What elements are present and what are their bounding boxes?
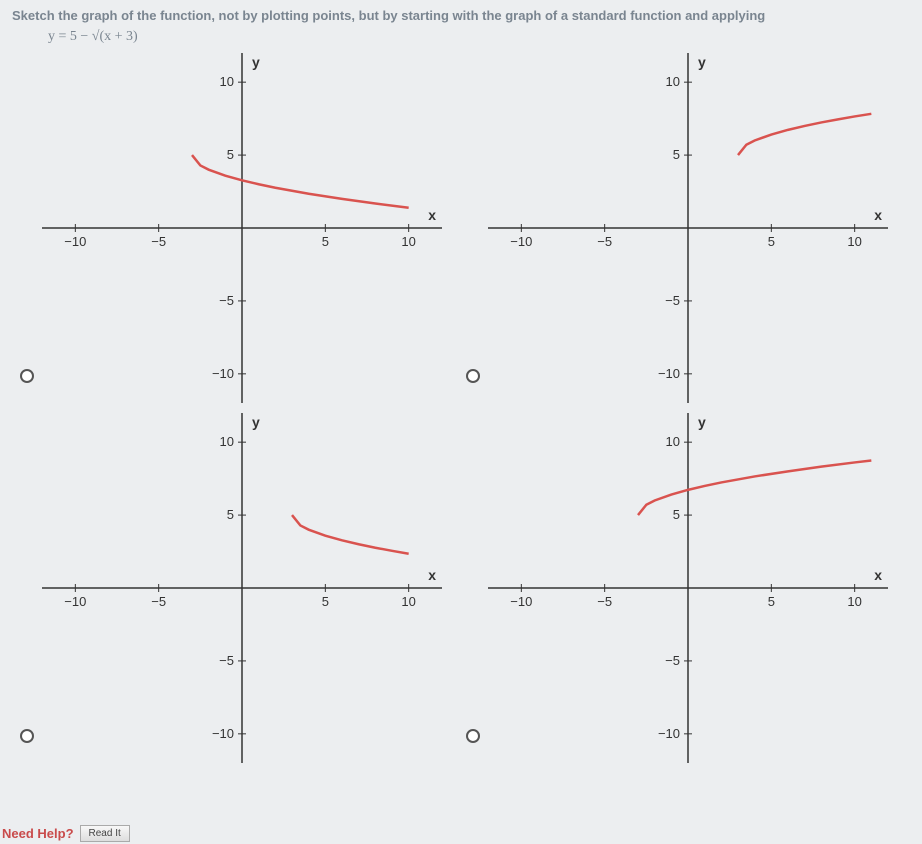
- svg-text:5: 5: [768, 234, 775, 249]
- curve-b: [738, 114, 871, 155]
- curve-c: [292, 515, 409, 554]
- radio-option-d[interactable]: [466, 729, 480, 743]
- svg-text:−5: −5: [151, 234, 166, 249]
- svg-text:−10: −10: [212, 726, 234, 741]
- svg-text:−10: −10: [658, 366, 680, 381]
- plot-a: −10 −10 −5 −5 5 5 10 10 x y: [42, 53, 442, 403]
- question-text: Sketch the graph of the function, not by…: [0, 0, 922, 27]
- svg-text:5: 5: [227, 507, 234, 522]
- svg-text:−5: −5: [597, 234, 612, 249]
- svg-text:x: x: [428, 567, 436, 583]
- svg-text:y: y: [698, 414, 706, 430]
- svg-text:−10: −10: [510, 234, 532, 249]
- plot-d: −10 −10 −5 −5 5 5 10 10 x y: [488, 413, 888, 763]
- svg-text:x: x: [874, 567, 882, 583]
- svg-text:10: 10: [401, 594, 415, 609]
- radio-option-b[interactable]: [466, 369, 480, 383]
- svg-text:5: 5: [673, 147, 680, 162]
- svg-text:5: 5: [673, 507, 680, 522]
- svg-text:−10: −10: [510, 594, 532, 609]
- svg-text:y: y: [698, 54, 706, 70]
- plot-b: −10 −10 −5 −5 5 5 10 10 x y: [488, 53, 888, 403]
- svg-text:−10: −10: [658, 726, 680, 741]
- svg-text:5: 5: [227, 147, 234, 162]
- svg-text:−5: −5: [597, 594, 612, 609]
- svg-text:10: 10: [847, 594, 861, 609]
- svg-text:−5: −5: [665, 293, 680, 308]
- svg-text:x: x: [428, 207, 436, 223]
- svg-text:10: 10: [666, 74, 680, 89]
- svg-text:10: 10: [220, 434, 234, 449]
- svg-text:y: y: [252, 54, 260, 70]
- radio-option-c[interactable]: [20, 729, 34, 743]
- svg-text:10: 10: [666, 434, 680, 449]
- footer: Need Help? Read It: [0, 823, 130, 844]
- svg-text:−5: −5: [219, 293, 234, 308]
- formula-text: y = 5 − √(x + 3): [0, 27, 922, 53]
- svg-text:−5: −5: [151, 594, 166, 609]
- svg-text:y: y: [252, 414, 260, 430]
- svg-text:−5: −5: [219, 653, 234, 668]
- options-grid: −10−10−5−5551010xy−10−10−5−5551010xy−10−…: [0, 53, 922, 763]
- radio-option-a[interactable]: [20, 369, 34, 383]
- option-b: −10 −10 −5 −5 5 5 10 10 x y: [466, 53, 902, 403]
- option-d: −10 −10 −5 −5 5 5 10 10 x y: [466, 413, 902, 763]
- svg-text:−5: −5: [665, 653, 680, 668]
- svg-text:10: 10: [847, 234, 861, 249]
- svg-text:−10: −10: [64, 234, 86, 249]
- svg-text:5: 5: [322, 234, 329, 249]
- svg-text:−10: −10: [64, 594, 86, 609]
- curve-a: [192, 155, 409, 208]
- svg-text:5: 5: [768, 594, 775, 609]
- svg-text:10: 10: [220, 74, 234, 89]
- option-c: −10 −10 −5 −5 5 5 10 10 x y: [20, 413, 456, 763]
- need-help-label: Need Help?: [0, 826, 74, 841]
- plot-c: −10 −10 −5 −5 5 5 10 10 x y: [42, 413, 442, 763]
- read-it-button[interactable]: Read It: [80, 825, 130, 842]
- svg-text:10: 10: [401, 234, 415, 249]
- svg-text:x: x: [874, 207, 882, 223]
- option-a: −10 −10 −5 −5 5 5 10 10 x y: [20, 53, 456, 403]
- svg-text:5: 5: [322, 594, 329, 609]
- svg-text:−10: −10: [212, 366, 234, 381]
